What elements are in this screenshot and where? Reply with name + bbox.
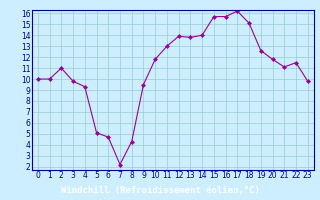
Text: Windchill (Refroidissement éolien,°C): Windchill (Refroidissement éolien,°C) [60, 186, 260, 196]
